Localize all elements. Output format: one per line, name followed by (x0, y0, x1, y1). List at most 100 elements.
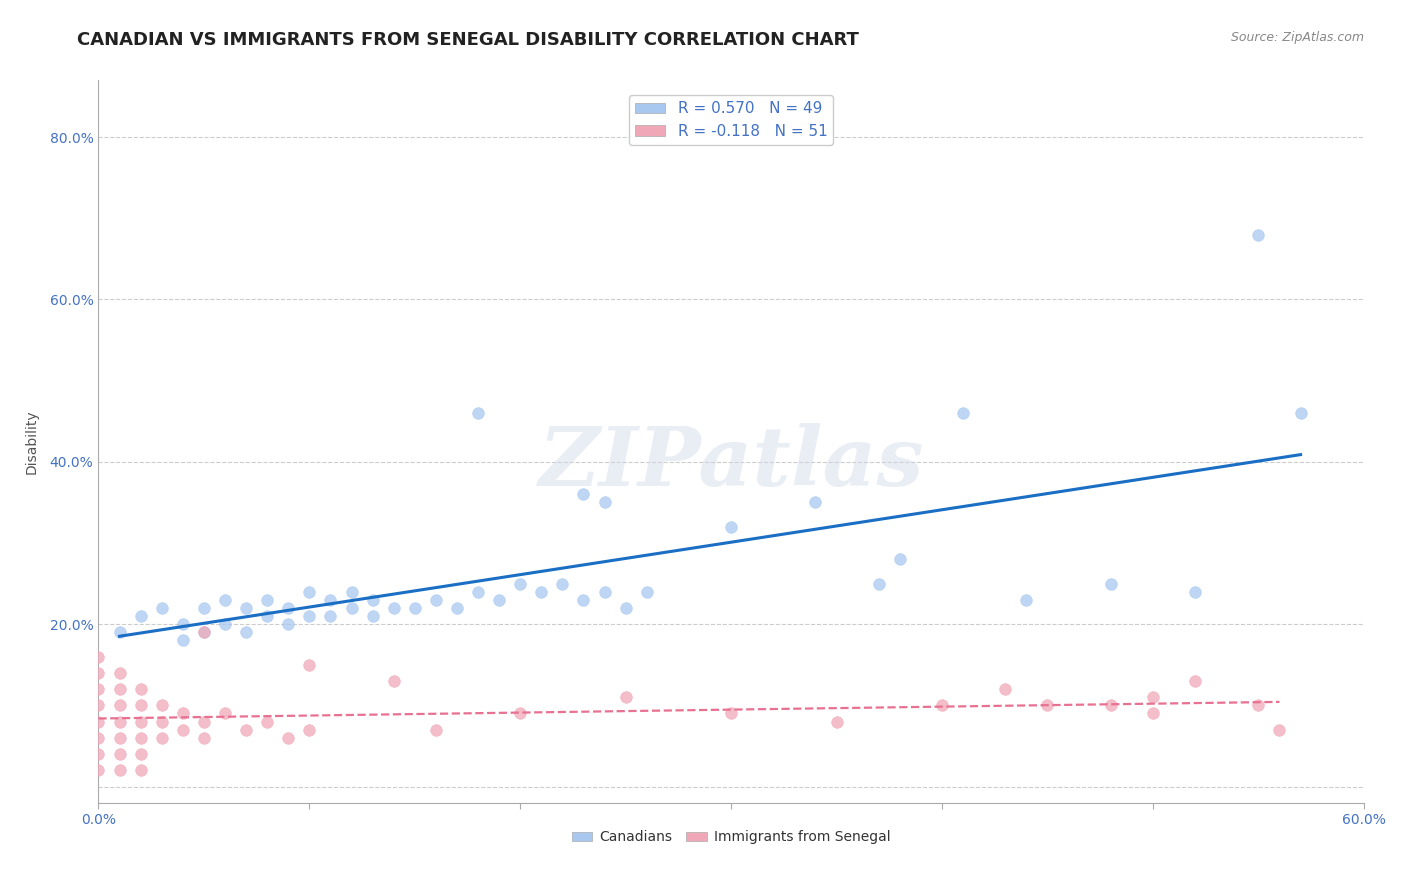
Point (129, 731, 152, 745)
Text: ZIPatlas: ZIPatlas (538, 423, 924, 503)
Point (1184, 584, 1206, 599)
Point (1099, 698, 1122, 713)
Point (108, 698, 131, 713)
Point (214, 617, 236, 632)
Point (298, 723, 321, 737)
Point (994, 682, 1017, 697)
Point (614, 601, 637, 615)
Point (108, 714, 131, 729)
Point (1142, 690, 1164, 705)
Point (87, 714, 110, 729)
Point (129, 747, 152, 761)
Point (825, 714, 848, 729)
Point (340, 584, 363, 599)
Point (931, 698, 953, 713)
Point (382, 673, 405, 688)
Point (488, 592, 510, 607)
Point (298, 657, 321, 672)
Point (298, 584, 321, 599)
Point (425, 723, 447, 737)
Point (551, 576, 574, 591)
Point (235, 625, 257, 640)
Point (361, 609, 384, 624)
Point (129, 698, 152, 713)
Point (193, 731, 215, 745)
Text: Source: ZipAtlas.com: Source: ZipAtlas.com (1230, 31, 1364, 45)
Point (720, 520, 742, 534)
Point (361, 592, 384, 607)
Point (572, 592, 595, 607)
Point (256, 714, 278, 729)
Point (319, 609, 342, 624)
Point (193, 625, 215, 640)
Point (172, 723, 194, 737)
Point (868, 576, 890, 591)
Point (1289, 406, 1312, 420)
Point (1247, 227, 1270, 242)
Point (87, 731, 110, 745)
Point (235, 601, 257, 615)
Point (382, 601, 405, 615)
Point (614, 690, 637, 705)
Point (952, 406, 974, 420)
Point (108, 665, 131, 680)
Point (277, 617, 299, 632)
Point (467, 406, 489, 420)
Point (87, 764, 110, 778)
Point (150, 714, 173, 729)
Point (87, 682, 110, 697)
Point (509, 706, 531, 721)
Point (108, 764, 131, 778)
Point (425, 592, 447, 607)
Point (256, 592, 278, 607)
Point (193, 625, 215, 640)
Point (572, 487, 595, 501)
Point (108, 625, 131, 640)
Point (129, 609, 152, 624)
Point (593, 584, 616, 599)
Point (298, 609, 321, 624)
Point (87, 747, 110, 761)
Point (636, 584, 658, 599)
Point (108, 747, 131, 761)
Point (172, 706, 194, 721)
Point (150, 601, 173, 615)
Y-axis label: Disability: Disability (24, 409, 38, 474)
Point (214, 592, 236, 607)
Point (1099, 576, 1122, 591)
Point (87, 665, 110, 680)
Point (1015, 592, 1038, 607)
Point (129, 714, 152, 729)
Point (720, 706, 742, 721)
Point (277, 601, 299, 615)
Point (150, 731, 173, 745)
Point (889, 552, 911, 566)
Point (467, 584, 489, 599)
Point (1268, 723, 1291, 737)
Point (804, 495, 827, 509)
Point (150, 698, 173, 713)
Point (530, 584, 553, 599)
Point (1036, 698, 1059, 713)
Point (509, 576, 531, 591)
Point (87, 649, 110, 664)
Point (193, 601, 215, 615)
Point (593, 495, 616, 509)
Point (277, 731, 299, 745)
Point (129, 764, 152, 778)
Point (214, 706, 236, 721)
Point (1142, 706, 1164, 721)
Legend: Canadians, Immigrants from Senegal: Canadians, Immigrants from Senegal (567, 825, 896, 850)
Point (172, 617, 194, 632)
Point (1247, 698, 1270, 713)
Point (319, 592, 342, 607)
Point (1184, 673, 1206, 688)
Text: CANADIAN VS IMMIGRANTS FROM SENEGAL DISABILITY CORRELATION CHART: CANADIAN VS IMMIGRANTS FROM SENEGAL DISA… (77, 31, 859, 49)
Point (446, 601, 468, 615)
Point (235, 723, 257, 737)
Point (404, 601, 426, 615)
Point (340, 601, 363, 615)
Point (172, 633, 194, 648)
Point (193, 714, 215, 729)
Point (256, 609, 278, 624)
